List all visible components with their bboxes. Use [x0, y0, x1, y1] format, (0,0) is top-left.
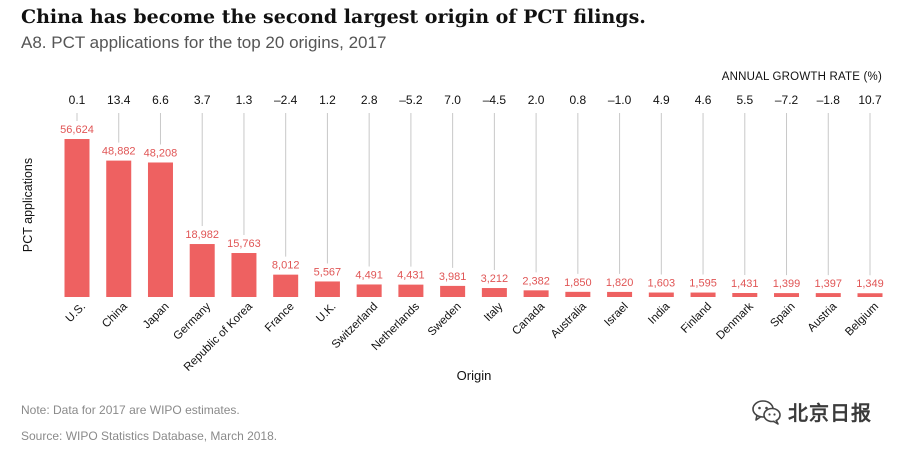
growth-rate-row: 0.1 13.4 6.6 3.7 1.3 –2.4 1.2 2.8 –5.2 7.0 –4.5 2.0…: [69, 93, 882, 107]
growth-rate-header: ANNUAL GROWTH RATE (%): [721, 71, 882, 83]
value-label: 1,431: [731, 278, 759, 290]
bar: [147, 162, 173, 297]
footer-source: Source: WIPO Statistics Database, March …: [21, 429, 278, 443]
value-label: 1,603: [648, 278, 676, 290]
x-tick-label: Sweden: [426, 301, 464, 339]
x-tick-label: France: [263, 301, 297, 335]
bar: [440, 285, 466, 297]
value-labels: 56,624 48,882 48,208 18,982 15,763 8,012 5,567…: [60, 124, 884, 290]
x-tick-label: India: [646, 300, 673, 327]
x-tick-label: Denmark: [714, 300, 756, 342]
value-label: 15,763: [227, 238, 261, 250]
x-tick-label: Germany: [171, 300, 213, 342]
bar: [231, 253, 257, 297]
x-tick-label: Finland: [679, 301, 714, 336]
x-tick-label: Israel: [602, 301, 630, 329]
growth-rate-label: 1.2: [319, 93, 336, 107]
chart-headline: China has become the second largest orig…: [21, 6, 646, 28]
bar: [189, 244, 215, 297]
value-label: 1,349: [856, 278, 884, 290]
value-label: 1,397: [814, 278, 842, 290]
value-label: 3,212: [481, 273, 509, 285]
growth-rate-label: 4.6: [695, 93, 712, 107]
watermark: 北京日报: [752, 397, 872, 426]
growth-rate-label: 1.3: [236, 93, 253, 107]
x-tick-label: Australia: [549, 300, 590, 341]
bar: [648, 292, 674, 297]
x-tick-label: Belgium: [843, 301, 881, 339]
bar: [356, 284, 382, 297]
growth-rate-label: 0.1: [69, 93, 86, 107]
growth-rate-label: –4.5: [483, 93, 507, 107]
bar: [64, 139, 90, 297]
value-label: 5,567: [314, 266, 342, 278]
bar: [607, 291, 633, 297]
growth-rate-label: –1.0: [608, 93, 632, 107]
value-label: 1,595: [689, 278, 717, 290]
value-label: 4,491: [355, 269, 383, 281]
bar: [815, 293, 841, 297]
value-label: 2,382: [522, 275, 550, 287]
value-label: 3,981: [439, 271, 467, 283]
value-label: 48,882: [102, 146, 136, 158]
bar: [106, 160, 132, 297]
bar: [398, 284, 424, 297]
bar: [273, 274, 299, 297]
value-label: 56,624: [60, 124, 94, 136]
growth-rate-label: 6.6: [152, 93, 169, 107]
growth-rate-label: 7.0: [444, 93, 461, 107]
value-label: 4,431: [397, 270, 425, 282]
y-axis-label: PCT applications: [21, 158, 35, 252]
value-label: 8,012: [272, 260, 300, 272]
growth-rate-label: –1.8: [817, 93, 841, 107]
growth-rate-label: –2.4: [274, 93, 298, 107]
watermark-text: 北京日报: [788, 401, 872, 425]
value-label: 1,850: [564, 277, 592, 289]
value-label: 1,820: [606, 277, 634, 289]
bar: [481, 288, 507, 297]
growth-rate-label: 5.5: [736, 93, 753, 107]
x-tick-label: Italy: [482, 300, 506, 324]
bar-series: [64, 139, 883, 297]
growth-guide-lines: [76, 113, 871, 276]
growth-rate-label: 3.7: [194, 93, 211, 107]
bar: [774, 293, 800, 297]
value-label: 18,982: [185, 229, 219, 241]
growth-rate-label: –5.2: [399, 93, 423, 107]
x-tick-label: Austria: [806, 300, 840, 334]
growth-rate-label: 13.4: [107, 93, 131, 107]
chart-subtitle: A8. PCT applications for the top 20 orig…: [21, 33, 387, 52]
growth-rate-label: 10.7: [858, 93, 882, 107]
growth-rate-label: 2.0: [528, 93, 545, 107]
bar: [857, 293, 883, 297]
x-tick-label: Japan: [141, 301, 172, 332]
growth-rate-label: 0.8: [569, 93, 586, 107]
bar: [523, 290, 549, 297]
growth-rate-label: 4.9: [653, 93, 670, 107]
bar: [565, 291, 591, 297]
growth-rate-label: 2.8: [361, 93, 378, 107]
value-label: 1,399: [773, 278, 801, 290]
bar: [314, 281, 340, 297]
x-tick-label: Canada: [510, 300, 547, 337]
value-label: 48,208: [144, 147, 178, 159]
wechat-icon: [752, 399, 781, 425]
x-tick-label: U.K.: [314, 301, 338, 325]
x-tick-label: Spain: [768, 301, 797, 330]
growth-rate-label: –7.2: [775, 93, 799, 107]
bar: [690, 292, 716, 297]
x-tick-label: China: [100, 300, 130, 330]
footer-note: Note: Data for 2017 are WIPO estimates.: [21, 403, 240, 417]
x-tick-label: U.S.: [64, 301, 88, 325]
bar: [732, 293, 758, 297]
x-axis-label: Origin: [457, 368, 492, 383]
